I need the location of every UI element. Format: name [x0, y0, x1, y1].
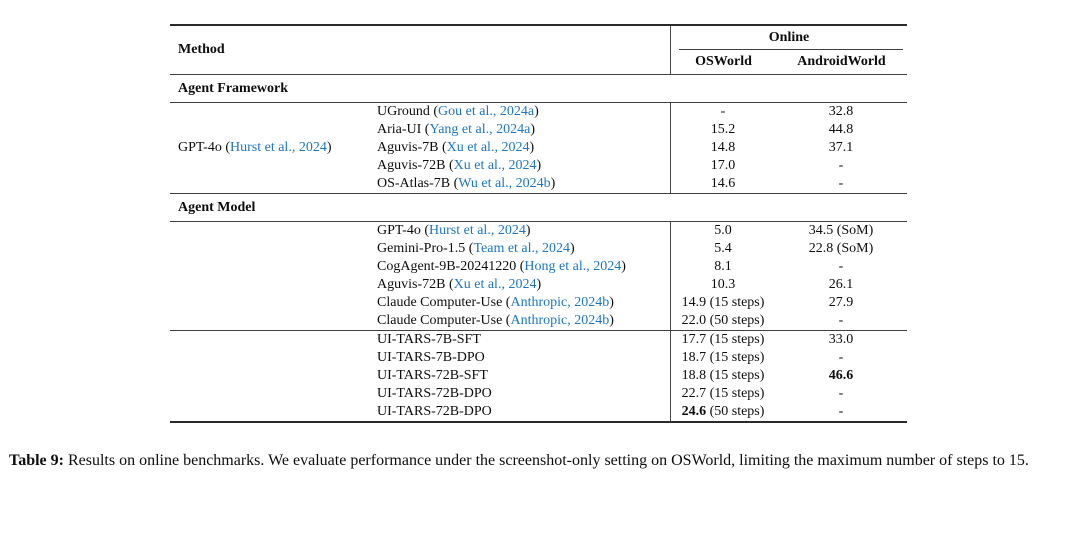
androidworld-value: - [838, 350, 844, 365]
model-name: UI-TARS-72B-SFT [377, 368, 488, 383]
results-table: Method Online OSWorld AndroidWorld Agent… [170, 24, 907, 423]
citation-link[interactable]: Xu et al., 2024 [453, 277, 537, 292]
androidworld-value: - [838, 386, 844, 401]
table-row: UI-TARS-72B-SFT 18.8 (15 steps) 46.6 [377, 367, 907, 385]
androidworld-value: 27.9 [828, 295, 854, 310]
osworld-value: 5.4 [670, 240, 775, 258]
citation-link[interactable]: Hong et al., 2024 [524, 259, 622, 274]
androidworld-value: - [838, 313, 844, 328]
model-name: Aguvis-72B ( [377, 158, 454, 173]
androidworld-value: - [838, 259, 844, 274]
table-row: Claude Computer-Use (Anthropic, 2024b) 2… [377, 312, 907, 330]
osworld-value: 22.7 (15 steps) [670, 385, 775, 403]
section-header-agent-framework: Agent Framework [178, 80, 289, 96]
table-row: OS-Atlas-7B (Wu et al., 2024b) 14.6 - [377, 175, 907, 193]
top-rule [170, 24, 907, 26]
osworld-value: 14.9 (15 steps) [670, 294, 775, 312]
citation-link[interactable]: Yang et al., 2024a [429, 122, 531, 137]
osworld-value: 17.7 (15 steps) [670, 331, 775, 349]
osworld-value: 14.6 [670, 175, 775, 193]
model-name: Aria-UI ( [377, 122, 430, 137]
header-online-group: Online OSWorld AndroidWorld [670, 26, 907, 74]
androidworld-value: 44.8 [828, 122, 854, 137]
osworld-value: 8.1 [670, 258, 775, 276]
header-online-label: Online [768, 29, 810, 45]
model-name: Aguvis-72B ( [377, 277, 454, 292]
citation-link[interactable]: Gou et al., 2024a [438, 104, 535, 119]
model-name: GPT-4o ( [377, 223, 429, 238]
table-row: Aguvis-7B (Xu et al., 2024) 14.8 37.1 [377, 139, 907, 157]
table-row: UI-TARS-72B-DPO 22.7 (15 steps) - [377, 385, 907, 403]
citation-link[interactable]: Anthropic, 2024b [510, 313, 610, 328]
table-row: GPT-4o (Hurst et al., 2024) 5.0 34.5 (So… [377, 222, 907, 240]
androidworld-value: 26.1 [828, 277, 854, 292]
citation-link[interactable]: Hurst et al., 2024 [429, 223, 526, 238]
model-name: Gemini-Pro-1.5 ( [377, 241, 474, 256]
online-subrule [679, 49, 903, 50]
model-name: Aguvis-7B ( [377, 140, 447, 155]
table-row: UI-TARS-72B-DPO 24.6 (50 steps) - [377, 403, 907, 421]
model-name: OS-Atlas-7B ( [377, 176, 459, 191]
agent-model-body-ui-tars: UI-TARS-7B-SFT 17.7 (15 steps) 33.0 UI-T… [170, 331, 907, 421]
androidworld-value: - [838, 176, 844, 191]
osworld-value: 18.7 (15 steps) [670, 349, 775, 367]
header-osworld: OSWorld [695, 54, 752, 69]
osworld-value: 10.3 [670, 276, 775, 294]
table-row: Gemini-Pro-1.5 (Team et al., 2024) 5.4 2… [377, 240, 907, 258]
table-row: Claude Computer-Use (Anthropic, 2024b) 1… [377, 294, 907, 312]
section-header-agent-model: Agent Model [178, 199, 256, 215]
table-header: Method Online OSWorld AndroidWorld [170, 26, 907, 74]
androidworld-value: 32.8 [828, 104, 854, 119]
androidworld-value: - [838, 404, 844, 419]
table-row: UI-TARS-7B-SFT 17.7 (15 steps) 33.0 [377, 331, 907, 349]
table-row: Aguvis-72B (Xu et al., 2024) 10.3 26.1 [377, 276, 907, 294]
osworld-value: 14.8 [670, 139, 775, 157]
model-name: UI-TARS-72B-DPO [377, 404, 492, 419]
citation-link[interactable]: Anthropic, 2024b [510, 295, 610, 310]
androidworld-value: 22.8 (SoM) [808, 241, 874, 256]
header-method: Method [178, 42, 225, 57]
citation-link[interactable]: Xu et al., 2024 [446, 140, 530, 155]
model-name: UGround ( [377, 104, 439, 119]
agent-model-body-a: GPT-4o (Hurst et al., 2024) 5.0 34.5 (So… [170, 222, 907, 330]
caption-label: Table 9: [9, 452, 64, 469]
citation-link[interactable]: Hurst et al., 2024 [230, 140, 327, 155]
bottom-rule [170, 421, 907, 423]
androidworld-value: 37.1 [828, 140, 854, 155]
androidworld-value: 33.0 [828, 332, 854, 347]
group-label-gpt4o: GPT-4o (Hurst et al., 2024) [178, 140, 332, 155]
header-androidworld: AndroidWorld [797, 54, 886, 69]
citation-link[interactable]: Wu et al., 2024b [458, 176, 551, 191]
agent-framework-body: GPT-4o (Hurst et al., 2024) UGround (Gou… [170, 103, 907, 193]
osworld-value: 18.8 (15 steps) [670, 367, 775, 385]
table-row: UI-TARS-7B-DPO 18.7 (15 steps) - [377, 349, 907, 367]
osworld-value: 15.2 [670, 121, 775, 139]
osworld-value: 5.0 [670, 222, 775, 240]
table-row: CogAgent-9B-20241220 (Hong et al., 2024)… [377, 258, 907, 276]
caption-text: Results on online benchmarks. We evaluat… [63, 452, 1029, 469]
model-name: UI-TARS-72B-DPO [377, 386, 492, 401]
model-name: CogAgent-9B-20241220 ( [377, 259, 525, 274]
androidworld-value: - [838, 158, 844, 173]
table-caption: Table 9: Results on online benchmarks. W… [9, 450, 1071, 472]
table-row: Aguvis-72B (Xu et al., 2024) 17.0 - [377, 157, 907, 175]
osworld-value: 24.6 (50 steps) [670, 403, 775, 421]
table-row: UGround (Gou et al., 2024a) - 32.8 [377, 103, 907, 121]
osworld-value: 22.0 (50 steps) [670, 312, 775, 330]
citation-link[interactable]: Team et al., 2024 [473, 241, 571, 256]
osworld-value: - [670, 103, 775, 121]
table-row: Aria-UI (Yang et al., 2024a) 15.2 44.8 [377, 121, 907, 139]
androidworld-value: 34.5 (SoM) [808, 223, 874, 238]
model-name: UI-TARS-7B-DPO [377, 350, 485, 365]
androidworld-value: 46.6 [828, 368, 854, 383]
group-model-name: GPT-4o ( [178, 140, 230, 155]
citation-link[interactable]: Xu et al., 2024 [453, 158, 537, 173]
model-name: Claude Computer-Use ( [377, 295, 511, 310]
model-name: Claude Computer-Use ( [377, 313, 511, 328]
osworld-value: 17.0 [670, 157, 775, 175]
model-name: UI-TARS-7B-SFT [377, 332, 481, 347]
